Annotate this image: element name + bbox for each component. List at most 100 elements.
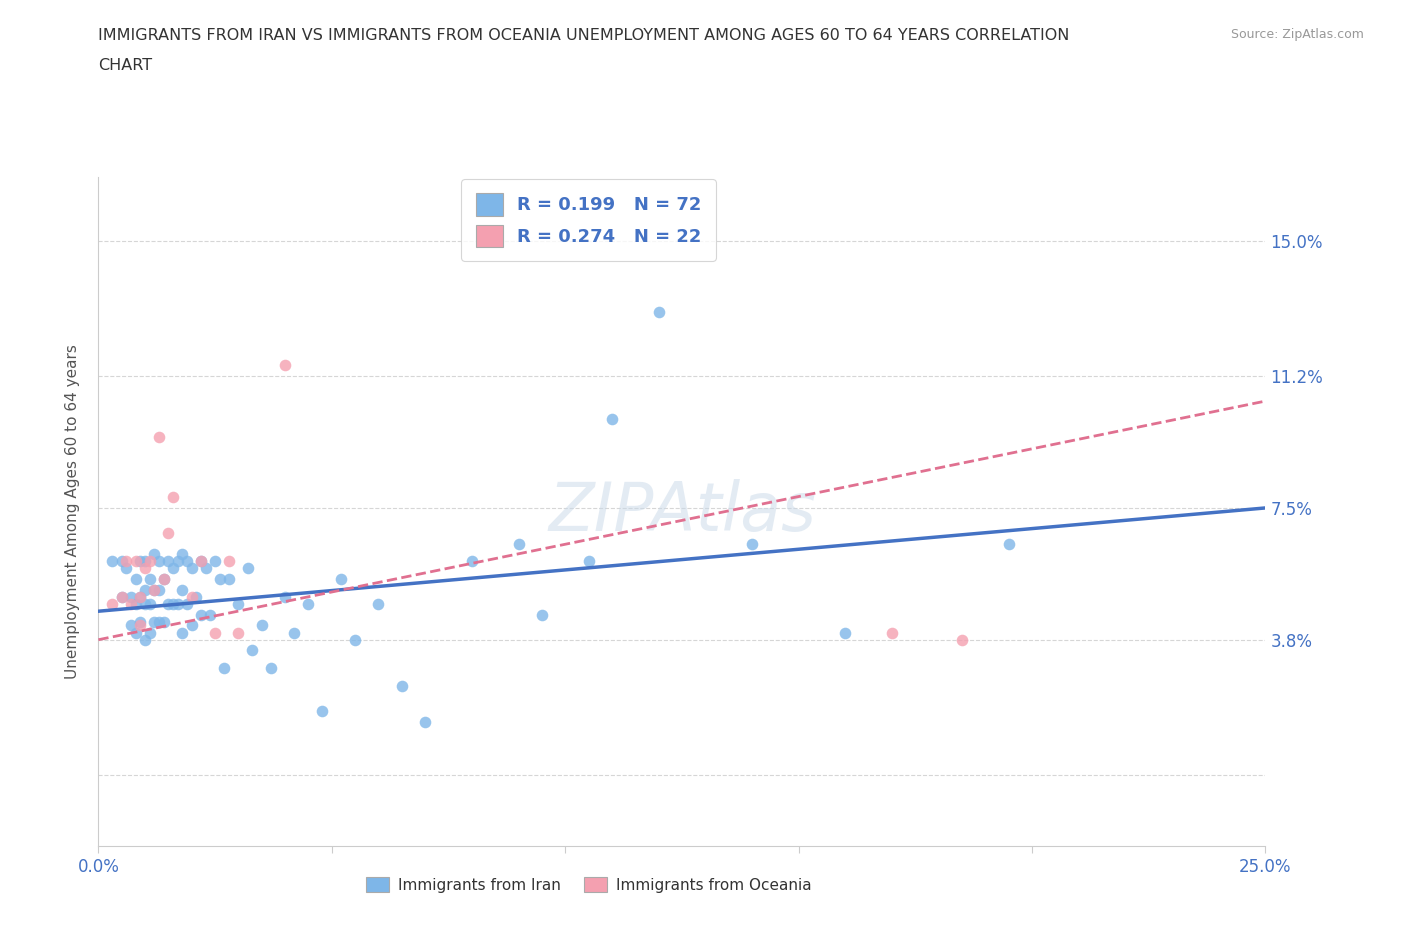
Point	[218, 572, 240, 587]
Point	[139, 597, 162, 612]
Point	[834, 625, 856, 640]
Point	[600, 411, 623, 426]
Point	[218, 554, 240, 569]
Point	[880, 625, 903, 640]
Point	[125, 572, 148, 587]
Point	[129, 590, 152, 604]
Point	[200, 607, 222, 622]
Point	[741, 536, 763, 551]
Point	[180, 618, 202, 633]
Point	[157, 525, 180, 540]
Point	[274, 358, 297, 373]
Point	[134, 597, 156, 612]
Point	[172, 625, 194, 640]
Point	[250, 618, 273, 633]
Point	[204, 625, 226, 640]
Point	[148, 582, 170, 597]
Point	[413, 714, 436, 729]
Point	[578, 554, 600, 569]
Point	[120, 590, 142, 604]
Point	[162, 597, 184, 612]
Point	[172, 582, 194, 597]
Point	[125, 597, 148, 612]
Point	[125, 625, 148, 640]
Point	[157, 554, 180, 569]
Point	[157, 597, 180, 612]
Point	[134, 582, 156, 597]
Point	[194, 561, 217, 576]
Point	[260, 661, 283, 676]
Point	[508, 536, 530, 551]
Point	[152, 615, 174, 630]
Point	[111, 554, 134, 569]
Point	[125, 554, 148, 569]
Point	[139, 572, 162, 587]
Point	[283, 625, 305, 640]
Point	[115, 561, 138, 576]
Point	[297, 597, 319, 612]
Point	[190, 607, 212, 622]
Point	[111, 590, 134, 604]
Point	[129, 618, 152, 633]
Legend: Immigrants from Iran, Immigrants from Oceania: Immigrants from Iran, Immigrants from Oc…	[360, 870, 817, 899]
Point	[950, 632, 973, 647]
Point	[166, 554, 188, 569]
Point	[530, 607, 553, 622]
Point	[143, 615, 166, 630]
Point	[120, 597, 142, 612]
Point	[129, 590, 152, 604]
Point	[152, 572, 174, 587]
Point	[111, 590, 134, 604]
Y-axis label: Unemployment Among Ages 60 to 64 years: Unemployment Among Ages 60 to 64 years	[65, 344, 80, 679]
Point	[330, 572, 353, 587]
Point	[148, 554, 170, 569]
Point	[162, 561, 184, 576]
Point	[461, 554, 484, 569]
Text: ZIPAtlas: ZIPAtlas	[548, 479, 815, 544]
Point	[190, 554, 212, 569]
Text: Source: ZipAtlas.com: Source: ZipAtlas.com	[1230, 28, 1364, 41]
Point	[120, 618, 142, 633]
Point	[236, 561, 259, 576]
Point	[344, 632, 367, 647]
Point	[166, 597, 188, 612]
Point	[186, 590, 208, 604]
Point	[180, 590, 202, 604]
Text: IMMIGRANTS FROM IRAN VS IMMIGRANTS FROM OCEANIA UNEMPLOYMENT AMONG AGES 60 TO 64: IMMIGRANTS FROM IRAN VS IMMIGRANTS FROM …	[98, 28, 1070, 43]
Point	[139, 625, 162, 640]
Point	[190, 554, 212, 569]
Point	[997, 536, 1019, 551]
Text: CHART: CHART	[98, 58, 152, 73]
Point	[139, 554, 162, 569]
Point	[143, 582, 166, 597]
Point	[134, 554, 156, 569]
Point	[143, 582, 166, 597]
Point	[180, 561, 202, 576]
Point	[129, 554, 152, 569]
Point	[134, 632, 156, 647]
Point	[162, 490, 184, 505]
Point	[143, 547, 166, 562]
Point	[115, 554, 138, 569]
Point	[101, 597, 124, 612]
Point	[204, 554, 226, 569]
Point	[274, 590, 297, 604]
Point	[391, 679, 413, 694]
Point	[208, 572, 231, 587]
Point	[176, 554, 198, 569]
Point	[172, 547, 194, 562]
Point	[311, 703, 333, 718]
Point	[176, 597, 198, 612]
Point	[647, 305, 669, 320]
Point	[367, 597, 389, 612]
Point	[228, 597, 250, 612]
Point	[134, 561, 156, 576]
Point	[148, 615, 170, 630]
Point	[228, 625, 250, 640]
Point	[148, 430, 170, 445]
Point	[152, 572, 174, 587]
Point	[214, 661, 236, 676]
Point	[101, 554, 124, 569]
Point	[242, 643, 264, 658]
Point	[129, 615, 152, 630]
